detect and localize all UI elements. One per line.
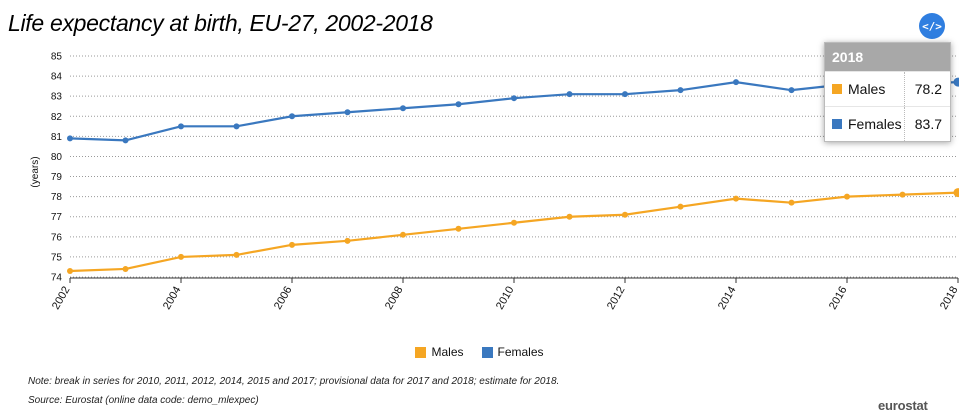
tooltip-name-males: Males [848,81,885,97]
data-point-females-2010[interactable] [511,95,517,101]
series-line-males [70,193,958,271]
data-point-males-2002[interactable] [67,268,73,274]
y-tick-label: 74 [51,273,63,284]
chart-note: Note: break in series for 2010, 2011, 20… [28,376,559,387]
tooltip-year: 2018 [825,43,950,71]
x-tick-label: 2010 [494,285,517,312]
data-point-females-2007[interactable] [345,109,351,115]
x-tick-label: 2004 [161,285,184,312]
data-point-males-2003[interactable] [123,266,129,272]
y-tick-label: 78 [51,192,63,203]
y-tick-label: 82 [51,112,63,123]
data-point-females-2015[interactable] [789,87,795,93]
legend-swatch-males [415,347,426,358]
chart-source: Source: Eurostat (online data code: demo… [28,395,259,406]
x-tick-label: 2012 [605,285,628,312]
tooltip-swatch-males [832,84,842,94]
x-axis: 2002 2004 2006 2008 2010 2012 2014 2016 2018 [50,278,959,312]
data-point-females-2009[interactable] [456,101,462,107]
y-tick-label: 83 [51,92,63,103]
y-tick-label: 75 [51,252,63,263]
data-point-females-2018[interactable] [954,78,959,87]
data-point-females-2006[interactable] [289,113,295,119]
data-point-females-2004[interactable] [178,123,184,129]
data-point-males-2006[interactable] [289,242,295,248]
data-point-males-2008[interactable] [400,232,406,238]
x-tick-label: 2018 [938,285,959,312]
data-point-females-2012[interactable] [622,91,628,97]
x-tick-label: 2014 [716,285,739,312]
legend-item-males[interactable]: Males [415,345,463,359]
data-point-males-2004[interactable] [178,254,184,260]
data-point-males-2005[interactable] [234,252,240,258]
y-axis-label: (years) [30,156,41,187]
legend-label-females: Females [498,345,544,359]
data-point-males-2016[interactable] [844,194,850,200]
data-point-males-2010[interactable] [511,220,517,226]
x-tick-label: 2006 [272,285,295,312]
data-point-females-2011[interactable] [567,91,573,97]
x-tick-label: 2008 [383,285,406,312]
x-tick-label: 2016 [827,285,850,312]
eurostat-logo: eurostat [878,398,928,413]
data-point-males-2013[interactable] [678,204,684,210]
data-point-females-2013[interactable] [678,87,684,93]
y-tick-label: 84 [51,72,63,83]
legend-label-males: Males [431,345,463,359]
legend-item-females[interactable]: Females [482,345,544,359]
tooltip-value-males: 78.2 [905,81,950,97]
data-point-females-2008[interactable] [400,105,406,111]
x-tick-label: 2002 [50,285,73,312]
y-tick-label: 79 [51,172,63,183]
y-tick-label: 81 [51,132,63,143]
tooltip-row-females: Females 83.7 [825,106,950,141]
data-point-males-2015[interactable] [789,200,795,206]
legend: Males Females [0,345,959,359]
tooltip-swatch-females [832,119,842,129]
data-point-males-2011[interactable] [567,214,573,220]
data-point-males-2014[interactable] [733,196,739,202]
data-point-males-2017[interactable] [900,192,906,198]
data-tooltip: 2018 Males 78.2 Females 83.7 [824,42,951,142]
data-point-males-2018[interactable] [954,188,959,197]
legend-swatch-females [482,347,493,358]
tooltip-row-males: Males 78.2 [825,71,950,106]
y-tick-label: 80 [51,152,63,163]
y-tick-label: 77 [51,212,63,223]
data-point-males-2009[interactable] [456,226,462,232]
y-tick-label: 76 [51,232,63,243]
tooltip-name-females: Females [848,116,902,132]
data-point-females-2003[interactable] [123,137,129,143]
data-point-females-2014[interactable] [733,79,739,85]
y-axis: 74 75 76 77 78 79 80 81 82 83 84 85 [51,52,63,284]
data-point-males-2012[interactable] [622,212,628,218]
tooltip-value-females: 83.7 [905,116,950,132]
data-point-females-2002[interactable] [67,135,73,141]
y-tick-label: 85 [51,52,63,63]
data-point-females-2005[interactable] [234,123,240,129]
data-point-males-2007[interactable] [345,238,351,244]
